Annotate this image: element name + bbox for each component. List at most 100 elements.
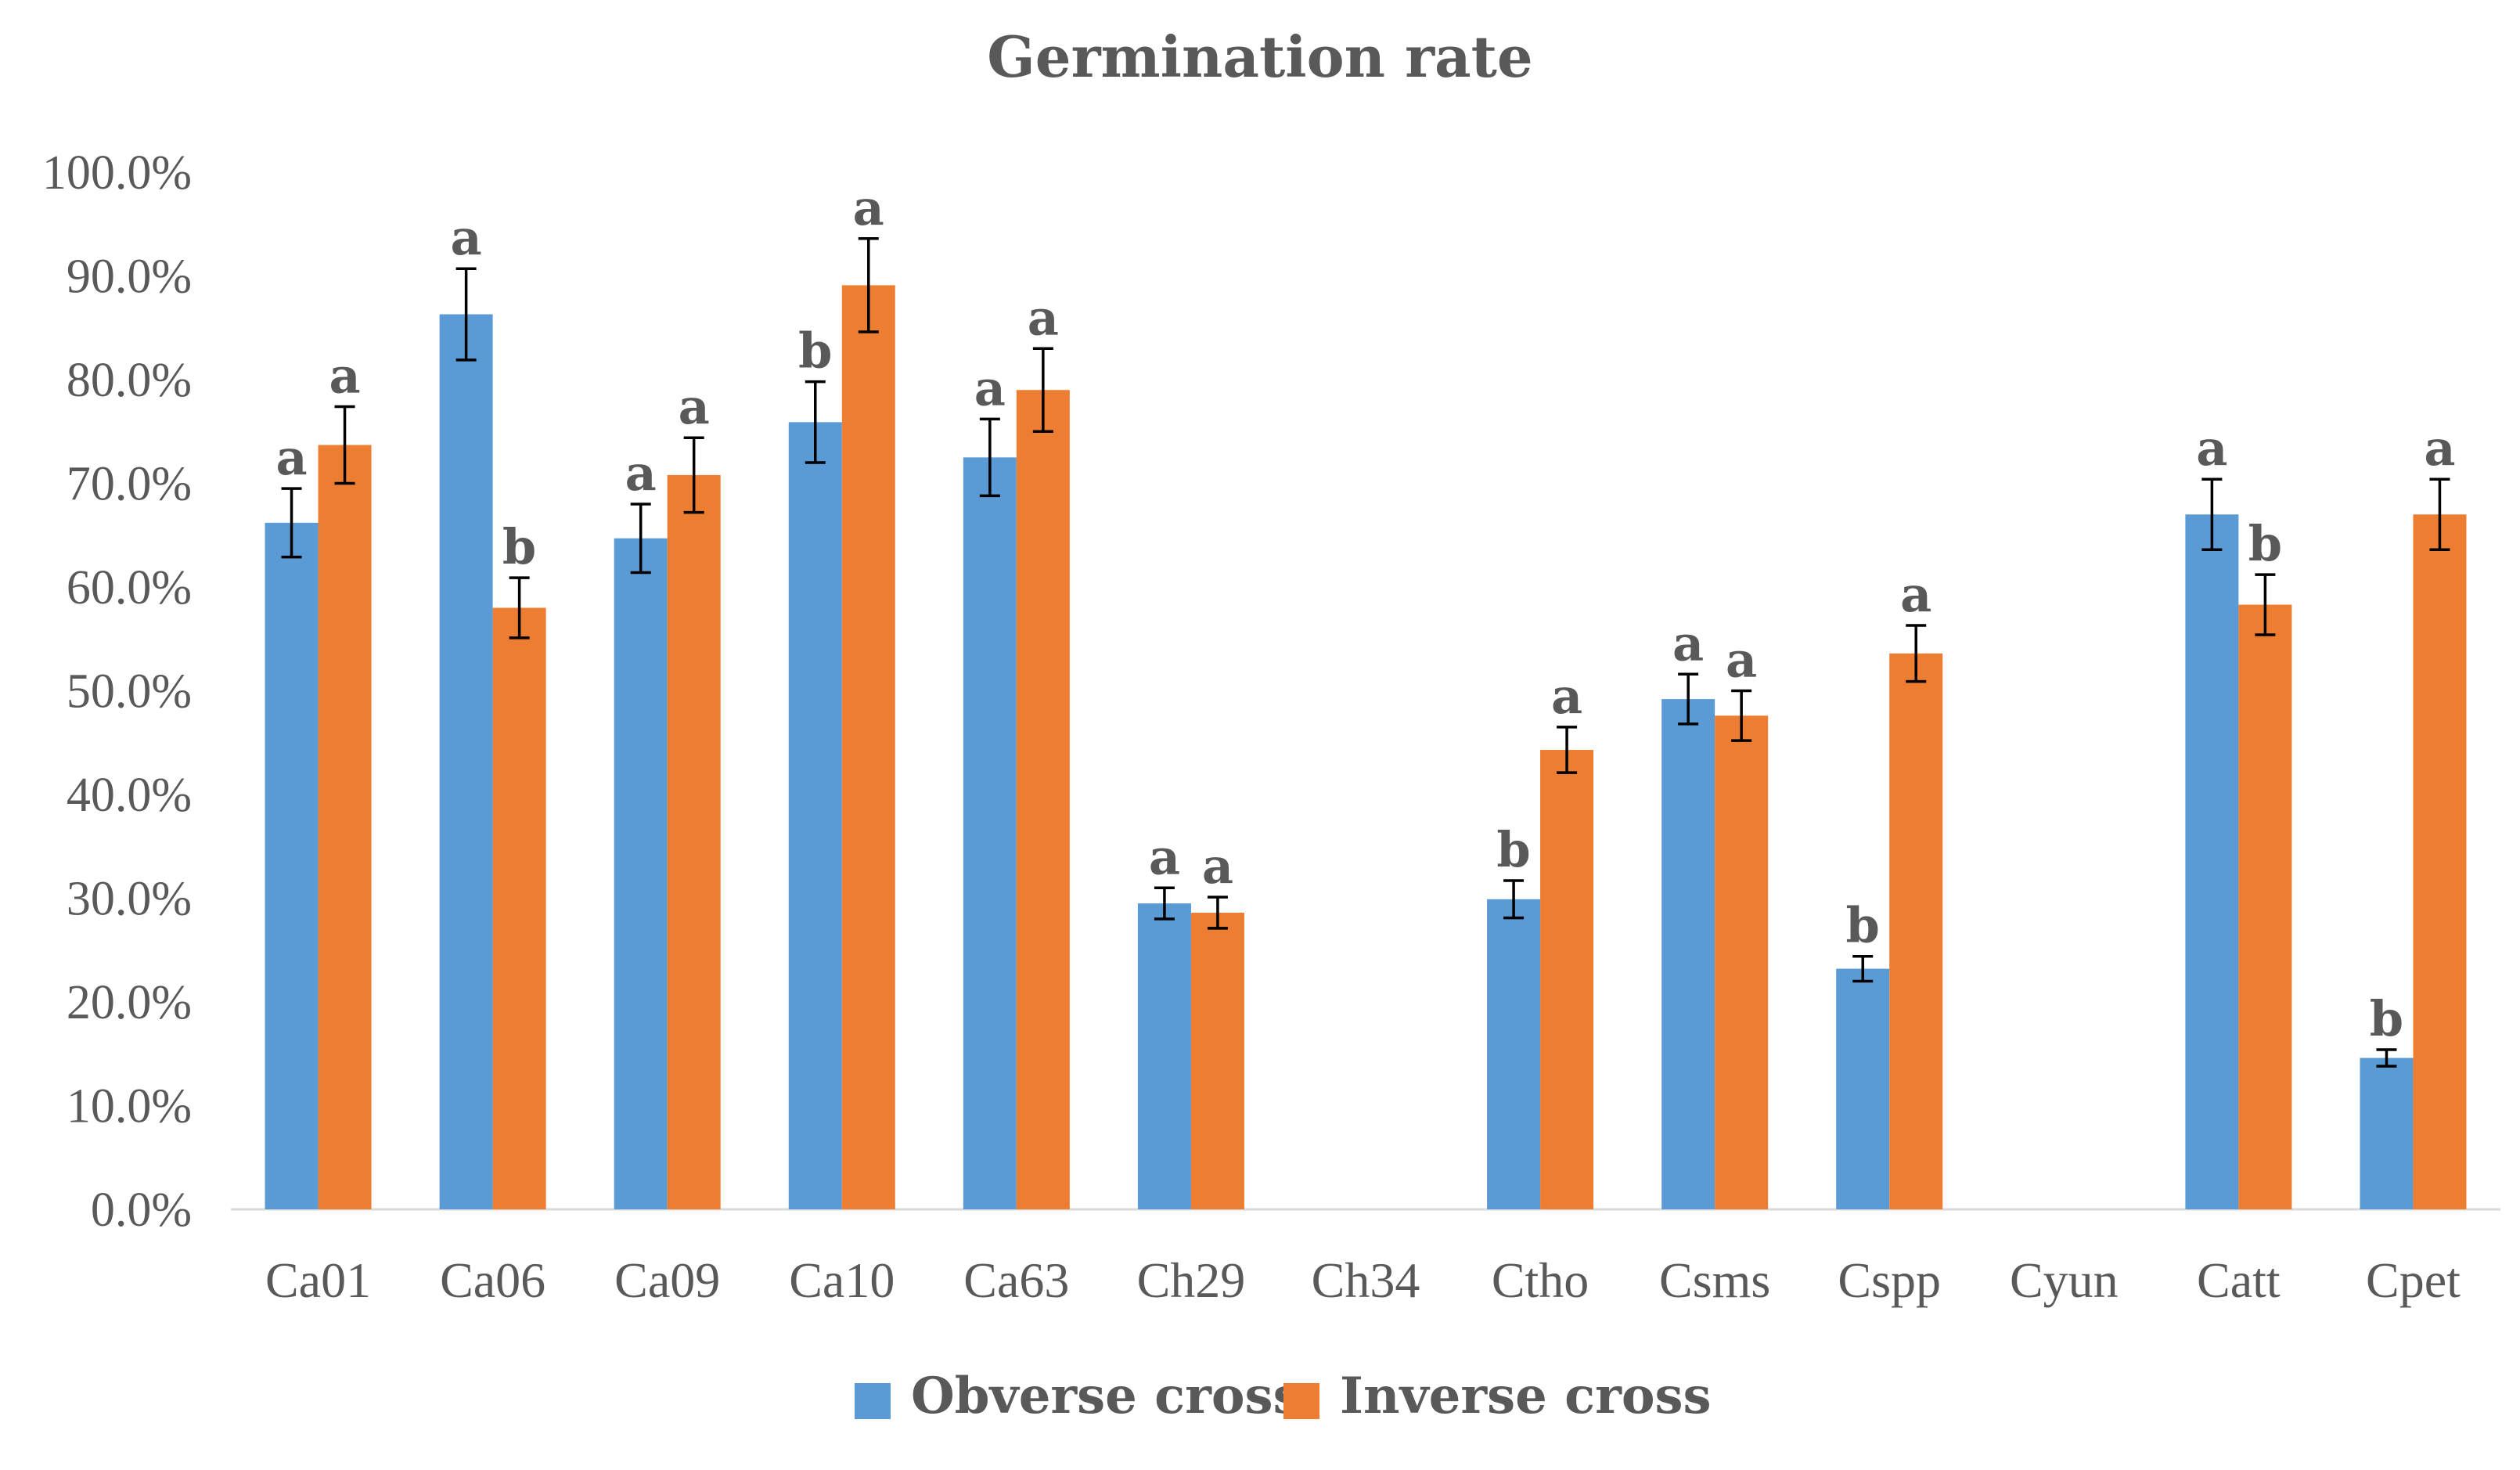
- y-tick-label: 0.0%: [91, 1184, 192, 1237]
- error-bar-obverse-cross-cspp: [1852, 954, 1874, 983]
- bar-obverse-cross-ca63: [963, 457, 1017, 1209]
- x-tick-label: Ca10: [789, 1252, 895, 1308]
- significance-label: a: [974, 359, 1006, 416]
- bar-obverse-cross-cpet: [2360, 1057, 2414, 1209]
- error-bar-inverse-cross-ca09: [683, 436, 704, 514]
- significance-label: b: [798, 322, 832, 380]
- significance-label: a: [1149, 828, 1180, 885]
- chart-title: Germination rate: [987, 23, 1532, 90]
- y-tick-label: 20.0%: [67, 976, 192, 1029]
- bar-marks: [265, 285, 2467, 1209]
- error-bar-obverse-cross-ca01: [281, 487, 302, 559]
- significance-label: a: [679, 378, 710, 435]
- significance-label: b: [2370, 990, 2403, 1047]
- error-bar-obverse-cross-ctho: [1503, 879, 1525, 920]
- error-bar-obverse-cross-cpet: [2376, 1048, 2397, 1068]
- y-tick-label: 30.0%: [67, 873, 192, 926]
- error-bar-inverse-cross-ch29: [1207, 895, 1228, 930]
- error-bar-inverse-cross-ca63: [1032, 347, 1053, 433]
- error-bar-obverse-cross-catt: [2201, 477, 2223, 552]
- legend-label-inverse-cross: Inverse cross: [1340, 1367, 1712, 1425]
- x-tick-label: Cyun: [2010, 1252, 2119, 1308]
- significance-label: a: [1551, 668, 1582, 725]
- x-tick-label: Ca06: [440, 1252, 545, 1308]
- significance-label: a: [625, 445, 657, 502]
- error-bar-inverse-cross-catt: [2255, 573, 2276, 636]
- legend-swatch-obverse-cross: [855, 1383, 891, 1419]
- legend-label-obverse-cross: Obverse cross: [911, 1367, 1301, 1425]
- x-tick-label: Ca01: [265, 1252, 371, 1308]
- error-bar-obverse-cross-ca06: [455, 267, 477, 362]
- x-tick-label: Ca63: [963, 1252, 1069, 1308]
- bar-obverse-cross-csms: [1661, 699, 1715, 1209]
- bar-obverse-cross-ctho: [1487, 899, 1541, 1209]
- significance-label: b: [2248, 515, 2282, 572]
- significance-label: a: [329, 347, 360, 404]
- significance-label: a: [1202, 838, 1233, 895]
- error-bar-obverse-cross-csms: [1678, 672, 1699, 726]
- error-bar-obverse-cross-ca09: [630, 503, 651, 575]
- bar-inverse-cross-ca06: [492, 607, 546, 1209]
- y-tick-label: 10.0%: [67, 1080, 192, 1133]
- bar-inverse-cross-ca63: [1016, 390, 1070, 1209]
- x-tick-label: Csms: [1659, 1252, 1770, 1308]
- y-tick-label: 40.0%: [67, 769, 192, 822]
- bar-obverse-cross-ca06: [439, 314, 493, 1209]
- bar-inverse-cross-ca10: [841, 285, 895, 1209]
- error-bar-inverse-cross-ca06: [509, 576, 530, 640]
- significance-label: a: [1726, 632, 1757, 689]
- significance-label: b: [1846, 897, 1880, 954]
- x-tick-label: Ch29: [1137, 1252, 1246, 1308]
- y-tick-label: 100.0%: [42, 146, 192, 200]
- x-axis: Ca01 Ca06 Ca09 Ca10 Ca63 Ch29 Ch34 Ctho Csms Cspp…: [265, 1252, 2461, 1308]
- x-tick-label: Ctho: [1492, 1252, 1589, 1308]
- bar-inverse-cross-ctho: [1540, 750, 1594, 1209]
- bar-inverse-cross-cpet: [2413, 514, 2467, 1209]
- x-tick-label: Cpet: [2366, 1252, 2461, 1308]
- error-bar-inverse-cross-ca01: [334, 405, 355, 485]
- x-tick-label: Catt: [2197, 1252, 2281, 1308]
- significance-label: a: [275, 429, 307, 486]
- error-bar-obverse-cross-ca63: [979, 417, 1000, 498]
- error-bar-inverse-cross-cpet: [2429, 477, 2450, 552]
- significance-label: a: [2196, 420, 2227, 477]
- bar-obverse-cross-ch29: [1137, 903, 1191, 1209]
- y-tick-label: 50.0%: [67, 665, 192, 719]
- y-tick-label: 90.0%: [67, 250, 192, 304]
- significance-label: a: [1028, 289, 1059, 346]
- bar-obverse-cross-ca10: [788, 422, 842, 1209]
- bar-inverse-cross-ca01: [318, 445, 372, 1209]
- x-tick-label: Ca09: [614, 1252, 720, 1308]
- bar-obverse-cross-cspp: [1836, 968, 1890, 1209]
- bar-inverse-cross-cspp: [1889, 653, 1943, 1209]
- error-bar-inverse-cross-ctho: [1557, 726, 1578, 774]
- significance-label: b: [1496, 821, 1530, 878]
- significance-label: a: [1672, 614, 1704, 672]
- error-bar-inverse-cross-cspp: [1906, 624, 1927, 683]
- error-bar-inverse-cross-ca10: [858, 237, 879, 333]
- legend-swatch-inverse-cross: [1283, 1383, 1319, 1419]
- bar-inverse-cross-ca09: [667, 474, 721, 1209]
- x-tick-label: Cspp: [1838, 1252, 1941, 1308]
- bar-inverse-cross-catt: [2238, 604, 2292, 1209]
- error-bar-inverse-cross-csms: [1731, 689, 1752, 742]
- significance-label: a: [853, 179, 884, 236]
- y-tick-label: 60.0%: [67, 561, 192, 614]
- bar-obverse-cross-ca01: [265, 522, 319, 1209]
- bar-obverse-cross-catt: [2185, 514, 2239, 1209]
- error-bar-obverse-cross-ch29: [1154, 886, 1175, 921]
- x-tick-label: Ch34: [1312, 1252, 1420, 1308]
- error-bars: [281, 237, 2450, 1068]
- y-axis: 0.0% 10.0% 20.0% 30.0% 40.0% 50.0% 60.0% 70.0% 8…: [42, 146, 192, 1237]
- significance-label: a: [451, 209, 482, 266]
- bar-obverse-cross-ca09: [614, 538, 668, 1209]
- bar-inverse-cross-ch29: [1190, 913, 1244, 1209]
- bar-inverse-cross-csms: [1715, 715, 1769, 1209]
- significance-label: b: [502, 518, 536, 575]
- y-tick-label: 70.0%: [67, 458, 192, 511]
- y-tick-label: 80.0%: [67, 354, 192, 407]
- significance-label: a: [2424, 420, 2455, 477]
